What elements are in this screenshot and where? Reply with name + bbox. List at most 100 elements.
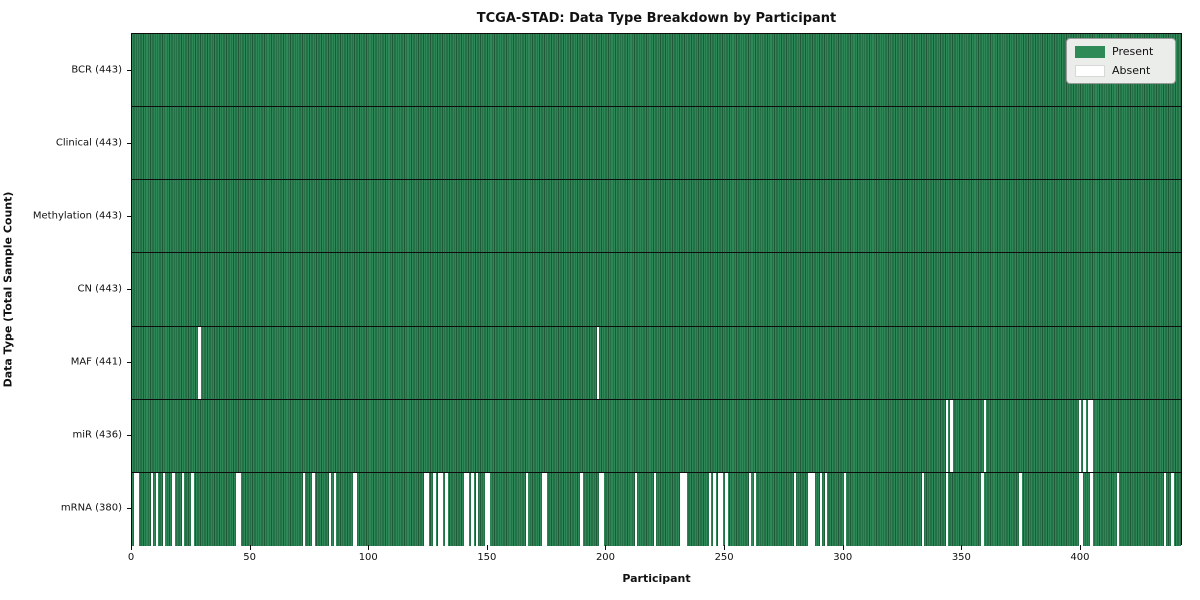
y-tick-mark (127, 69, 131, 71)
absent-stripe (466, 472, 469, 546)
absent-stripe (438, 472, 441, 546)
absent-stripe (1019, 472, 1022, 546)
absent-stripe (302, 472, 306, 546)
y-tick-mark (127, 362, 131, 364)
absent-stripe (682, 472, 685, 546)
absent-stripe (820, 472, 823, 546)
x-tick-mark (486, 545, 488, 550)
absent-stripe (808, 472, 811, 546)
absent-stripe (440, 472, 443, 546)
absent-stripe (333, 472, 337, 546)
x-tick-label-350: 350 (951, 552, 971, 563)
y-tick-label-clinical: Clinical (443) (55, 137, 122, 149)
absent-stripe (653, 472, 657, 546)
absent-stripe (601, 472, 605, 546)
y-tick-label-cn: CN (443) (77, 283, 122, 295)
absent-stripe (136, 472, 140, 546)
heatmap-row-mrna (132, 472, 1181, 546)
y-tick-label-bcr: BCR (443) (71, 64, 122, 76)
absent-stripe (950, 399, 953, 472)
absent-swatch-icon (1075, 64, 1105, 77)
absent-stripe (134, 472, 137, 546)
absent-stripe (1116, 472, 1119, 546)
x-tick-mark (842, 545, 844, 550)
x-tick-label-250: 250 (714, 552, 734, 563)
absent-stripe (191, 472, 194, 546)
absent-stripe (445, 472, 448, 546)
absent-stripe (1083, 399, 1086, 472)
legend-entry-present: Present (1075, 45, 1167, 58)
x-tick-mark (1079, 545, 1081, 550)
y-tick-label-methylation: Methylation (443) (32, 210, 122, 222)
absent-stripe (423, 472, 427, 546)
x-tick-mark (605, 545, 607, 550)
absent-stripe (238, 472, 242, 546)
x-tick-mark (368, 545, 370, 550)
heatmap-row-cn (132, 253, 1181, 327)
legend-label-present: Present (1112, 45, 1154, 58)
absent-stripe (713, 472, 716, 546)
absent-stripe (922, 472, 925, 546)
absent-stripe (485, 472, 488, 546)
absent-stripe (684, 472, 688, 546)
absent-stripe (824, 472, 828, 546)
absent-stripe (544, 472, 548, 546)
absent-stripe (1090, 472, 1093, 546)
y-tick-label-mir: miR (436) (72, 429, 122, 441)
y-tick-mark (127, 435, 131, 437)
x-tick-mark (961, 545, 963, 550)
absent-stripe (150, 472, 154, 546)
present-swatch-icon (1075, 45, 1105, 58)
absent-stripe (476, 472, 479, 546)
absent-stripe (945, 399, 949, 472)
absent-stripe (1088, 399, 1091, 472)
absent-stripe (433, 472, 436, 546)
heatmap-row-methylation (132, 180, 1181, 254)
y-tick-mark (127, 142, 131, 144)
y-tick-label-maf: MAF (441) (70, 356, 122, 368)
absent-stripe (748, 472, 752, 546)
x-tick-mark (131, 545, 132, 550)
x-axis-label: Participant (622, 572, 691, 585)
x-tick-mark (249, 545, 251, 550)
absent-stripe (634, 472, 638, 546)
absent-stripe (426, 472, 429, 546)
absent-stripe (542, 472, 545, 546)
x-tick-label-0: 0 (127, 552, 135, 563)
absent-stripe (355, 472, 358, 546)
absent-stripe (812, 472, 816, 546)
legend: Present Absent (1066, 38, 1176, 84)
x-tick-label-50: 50 (243, 552, 256, 563)
absent-stripe (981, 472, 984, 546)
y-tick-mark (127, 508, 131, 510)
absent-stripe (162, 472, 166, 546)
legend-label-absent: Absent (1112, 64, 1151, 77)
absent-stripe (352, 472, 356, 546)
absent-stripe (525, 472, 529, 546)
absent-stripe (1080, 472, 1084, 546)
plot-area (131, 33, 1182, 546)
absent-stripe (328, 472, 332, 546)
x-tick-label-400: 400 (1070, 552, 1090, 563)
heatmap-row-maf (132, 326, 1181, 400)
absent-stripe (155, 472, 159, 546)
absent-stripe (471, 472, 474, 546)
absent-stripe (464, 472, 467, 546)
absent-stripe (717, 472, 721, 546)
absent-stripe (181, 472, 185, 546)
absent-stripe (1078, 472, 1081, 546)
y-tick-mark (127, 289, 131, 290)
absent-stripe (1078, 399, 1081, 472)
absent-stripe (487, 472, 491, 546)
x-tick-label-200: 200 (595, 552, 616, 563)
absent-stripe (793, 472, 797, 546)
absent-stripe (172, 472, 175, 546)
absent-stripe (720, 472, 723, 546)
absent-stripe (945, 472, 949, 546)
heatmap-row-mir (132, 399, 1181, 473)
heatmap-row-bcr (132, 34, 1181, 108)
x-tick-label-150: 150 (477, 552, 497, 563)
y-tick-mark (127, 215, 131, 217)
absent-stripe (597, 326, 600, 399)
